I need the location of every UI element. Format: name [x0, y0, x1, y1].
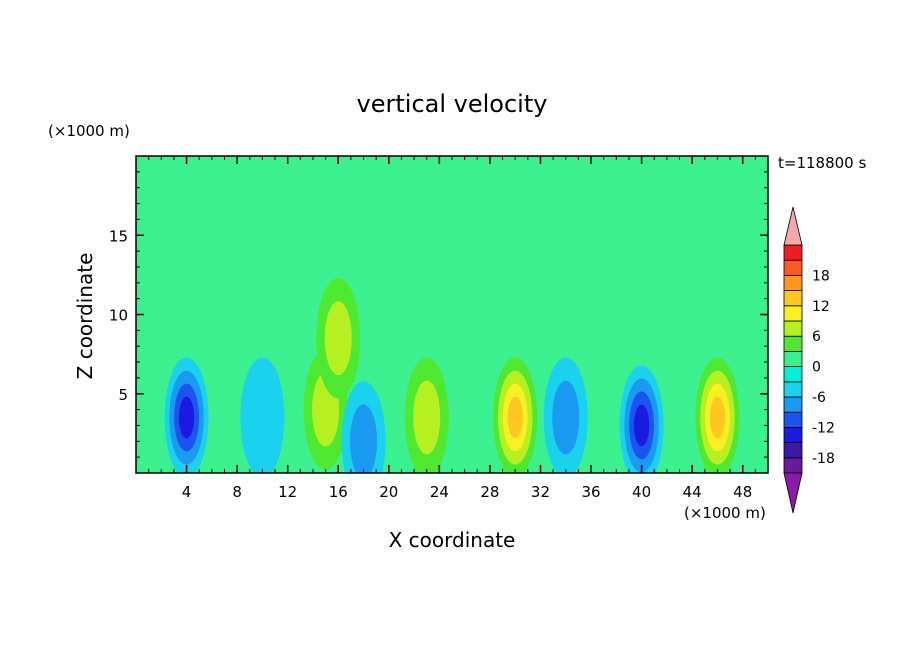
colorbar-tick-label: 6 — [812, 329, 821, 345]
x-tick-label: 16 — [329, 483, 348, 501]
x-tick-label: 8 — [232, 483, 242, 501]
colorbar-segment — [783, 381, 803, 398]
chart-title: vertical velocity — [357, 90, 548, 118]
x-tick-label: 4 — [182, 483, 192, 501]
colorbar-segment — [783, 335, 803, 352]
field-cell — [543, 357, 588, 473]
colorbar-over-arrow — [783, 206, 803, 246]
field-contour — [633, 404, 650, 447]
colorbar-under-arrow — [783, 472, 803, 514]
colorbar-segment — [783, 366, 803, 383]
field-contour — [507, 396, 523, 439]
y-tick-label: 10 — [109, 307, 128, 325]
field-cell — [619, 365, 664, 473]
x-tick-label: 36 — [581, 483, 600, 501]
x-tick-label: 20 — [379, 483, 398, 501]
y-tick-label: 15 — [109, 227, 128, 245]
colorbar-segment — [783, 290, 803, 307]
y-unit-label: (×1000 m) — [48, 122, 130, 140]
x-tick-label: 28 — [480, 483, 499, 501]
colorbar-segment — [783, 274, 803, 291]
y-tick-label: 5 — [118, 386, 128, 404]
colorbar-tick-label: -18 — [812, 451, 835, 467]
velocity-field — [164, 278, 740, 473]
x-axis: 4 8 12 16 20 24 28 32 36 40 44 48 — [148, 156, 756, 501]
colorbar-tick-label: 12 — [812, 299, 830, 315]
x-tick-label: 48 — [733, 483, 752, 501]
colorbar-segment — [783, 244, 803, 261]
x-tick-label: 12 — [278, 483, 297, 501]
field-cell — [404, 357, 449, 473]
field-cell — [240, 357, 285, 473]
field-cell — [341, 381, 386, 473]
x-tick-label: 24 — [430, 483, 449, 501]
field-cell — [164, 357, 209, 473]
field-contour — [349, 404, 378, 473]
colorbar-tick-label: -6 — [812, 390, 826, 406]
field-contour — [709, 396, 726, 439]
x-tick-label: 32 — [531, 483, 550, 501]
field-cell — [316, 278, 361, 399]
time-label: t=118800 s — [778, 154, 866, 172]
field-contour — [552, 380, 580, 455]
colorbar-segment — [783, 442, 803, 459]
field-cell — [695, 357, 740, 473]
field-cell — [493, 357, 538, 473]
colorbar-segment — [783, 426, 803, 443]
x-axis-label: X coordinate — [389, 528, 516, 552]
colorbar-segment — [783, 305, 803, 322]
field-background — [136, 156, 768, 473]
field-contour — [178, 396, 195, 439]
colorbar-segment — [783, 457, 803, 474]
colorbar-segment — [783, 320, 803, 337]
colorbar-segment — [783, 350, 803, 367]
x-tick-label: 40 — [632, 483, 651, 501]
field-contour — [324, 301, 352, 376]
plot-area — [135, 155, 769, 474]
colorbar-segment — [783, 411, 803, 428]
y-axis: 5 10 15 — [109, 171, 768, 458]
colorbar-tick-label: -12 — [812, 420, 835, 436]
colorbar: 18 12 6 0 -6 -12 -18 — [783, 206, 835, 514]
x-tick-label: 44 — [683, 483, 702, 501]
y-axis-label: Z coordinate — [73, 253, 97, 380]
colorbar-segment — [783, 396, 803, 413]
x-unit-label: (×1000 m) — [684, 504, 766, 522]
colorbar-tick-label: 0 — [812, 360, 821, 376]
field-contour — [240, 357, 285, 473]
field-contour — [413, 380, 441, 455]
colorbar-segment — [783, 259, 803, 276]
colorbar-tick-label: 18 — [812, 268, 830, 284]
